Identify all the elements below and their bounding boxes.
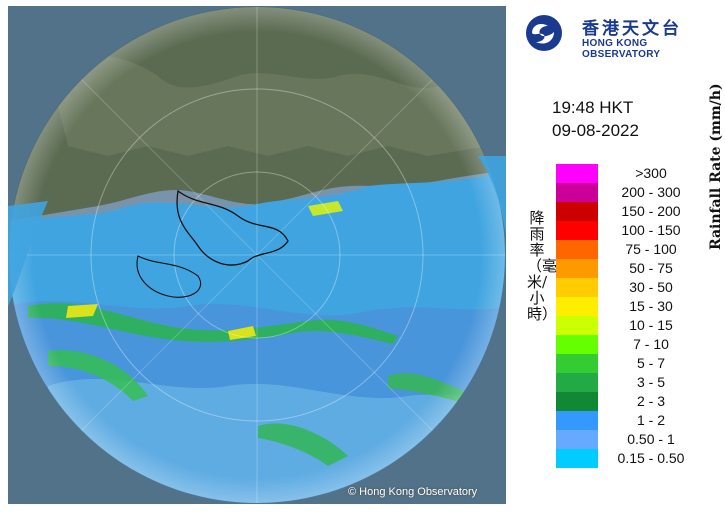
legend-swatch bbox=[556, 164, 598, 183]
legend-row: 150 - 200 bbox=[556, 202, 706, 221]
legend-swatch bbox=[556, 202, 598, 221]
logo-text-en: HONG KONG OBSERVATORY bbox=[582, 38, 661, 60]
legend-swatch bbox=[556, 430, 598, 449]
legend-label: 3 - 5 bbox=[636, 374, 665, 390]
legend-swatch bbox=[556, 240, 598, 259]
legend-label: 10 - 15 bbox=[629, 317, 673, 333]
legend-label: 30 - 50 bbox=[629, 279, 673, 295]
legend-row: 200 - 300 bbox=[556, 183, 706, 202]
legend-row: 100 - 150 bbox=[556, 221, 706, 240]
legend-row: 0.50 - 1 bbox=[556, 430, 706, 449]
legend-label: 7 - 10 bbox=[633, 336, 669, 352]
legend-row: 5 - 7 bbox=[556, 354, 706, 373]
hko-logo-icon bbox=[526, 15, 562, 51]
legend-label: 0.50 - 1 bbox=[627, 431, 675, 447]
legend-label: 15 - 30 bbox=[629, 298, 673, 314]
legend-label: 200 - 300 bbox=[621, 184, 681, 200]
legend-swatch bbox=[556, 221, 598, 240]
legend-label: 0.15 - 0.50 bbox=[617, 450, 685, 466]
legend-row: 30 - 50 bbox=[556, 278, 706, 297]
timestamp-date: 09-08-2022 bbox=[552, 121, 639, 140]
legend-swatch bbox=[556, 297, 598, 316]
legend-row: 7 - 10 bbox=[556, 335, 706, 354]
legend-label: 50 - 75 bbox=[629, 260, 673, 276]
legend-row: 75 - 100 bbox=[556, 240, 706, 259]
legend-label: >300 bbox=[635, 165, 667, 181]
legend-row: 15 - 30 bbox=[556, 297, 706, 316]
legend-title-en: Rainfall Rate (mm/h) bbox=[708, 83, 724, 250]
timestamp-block: 19:48 HKT 09-08-2022 bbox=[552, 96, 639, 142]
legend-swatch bbox=[556, 335, 598, 354]
copyright-text: © Hong Kong Observatory bbox=[348, 486, 478, 498]
legend-label: 2 - 3 bbox=[636, 393, 665, 409]
rainfall-legend: >300 200 - 300 150 - 200 100 - 150 75 - 100 5… bbox=[556, 164, 706, 468]
radar-map bbox=[8, 6, 506, 504]
legend-swatch bbox=[556, 392, 598, 411]
legend-row: 2 - 3 bbox=[556, 392, 706, 411]
legend-swatch bbox=[556, 278, 598, 297]
hko-logo: 香港天文台 HONG KONG OBSERVATORY bbox=[522, 12, 722, 60]
legend-swatch bbox=[556, 373, 598, 392]
legend-label: 1 - 2 bbox=[636, 412, 665, 428]
legend-label: 5 - 7 bbox=[636, 355, 665, 371]
legend-swatch bbox=[556, 411, 598, 430]
legend-swatch bbox=[556, 183, 598, 202]
legend-row: 1 - 2 bbox=[556, 411, 706, 430]
legend-label: 100 - 150 bbox=[621, 222, 681, 238]
legend-panel: 香港天文台 HONG KONG OBSERVATORY 19:48 HKT 09… bbox=[510, 0, 725, 513]
legend-swatch bbox=[556, 354, 598, 373]
legend-title-cn: 降雨率（毫米/小時） bbox=[527, 209, 558, 323]
logo-text-cn: 香港天文台 bbox=[582, 19, 682, 39]
legend-swatch bbox=[556, 449, 598, 468]
legend-row: 3 - 5 bbox=[556, 373, 706, 392]
timestamp-time: 19:48 HKT bbox=[552, 98, 634, 117]
legend-swatch bbox=[556, 316, 598, 335]
legend-row: 50 - 75 bbox=[556, 259, 706, 278]
legend-row: 10 - 15 bbox=[556, 316, 706, 335]
legend-row: >300 bbox=[556, 164, 706, 183]
legend-label: 150 - 200 bbox=[621, 203, 681, 219]
legend-swatch bbox=[556, 259, 598, 278]
legend-row: 0.15 - 0.50 bbox=[556, 449, 706, 468]
legend-label: 75 - 100 bbox=[625, 241, 677, 257]
